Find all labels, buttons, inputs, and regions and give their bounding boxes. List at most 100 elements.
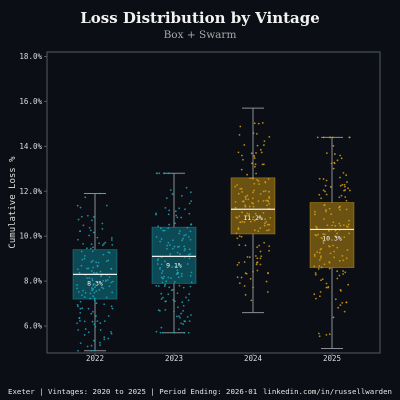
swarm-point <box>92 215 95 218</box>
swarm-point <box>325 193 328 196</box>
swarm-point <box>165 247 168 250</box>
swarm-point <box>246 173 249 176</box>
swarm-point <box>238 261 240 264</box>
swarm-point <box>334 298 337 301</box>
swarm-point <box>253 122 256 125</box>
swarm-point <box>188 257 191 260</box>
swarm-point <box>180 322 183 325</box>
swarm-point <box>341 183 344 186</box>
swarm-point <box>266 204 268 207</box>
swarm-point <box>92 310 94 313</box>
swarm-point <box>253 229 256 232</box>
swarm-point <box>183 234 186 237</box>
swarm-point <box>178 207 181 210</box>
swarm-point <box>254 212 257 215</box>
swarm-point <box>340 289 342 292</box>
swarm-point <box>238 235 241 237</box>
swarm-point <box>262 144 265 146</box>
swarm-point <box>178 284 181 287</box>
x-tick-label: 2022 <box>86 354 104 363</box>
y-tick-label: 16.0% <box>19 97 42 106</box>
median-label: 10.3% <box>322 234 342 242</box>
swarm-point <box>107 279 109 281</box>
swarm-point <box>189 238 192 241</box>
swarm-point <box>96 236 99 239</box>
swarm-point <box>257 216 260 219</box>
swarm-point <box>161 277 164 280</box>
swarm-point <box>333 153 336 155</box>
swarm-point <box>101 286 103 289</box>
swarm-point <box>84 328 87 330</box>
swarm-point <box>79 300 82 303</box>
swarm-point <box>262 199 265 202</box>
swarm-point <box>340 157 343 160</box>
swarm-point <box>167 241 170 244</box>
swarm-point <box>347 187 349 190</box>
swarm-point <box>187 331 190 334</box>
swarm-point <box>189 191 192 194</box>
swarm-point <box>174 300 176 303</box>
swarm-point <box>174 210 177 213</box>
swarm-point <box>332 244 334 247</box>
swarm-point <box>313 210 316 213</box>
swarm-point <box>159 267 162 269</box>
swarm-point <box>189 252 192 255</box>
swarm-point <box>329 136 331 139</box>
swarm-point <box>183 320 186 322</box>
swarm-point <box>110 305 113 308</box>
swarm-point <box>344 185 346 188</box>
median-label: 8.3% <box>87 279 103 287</box>
swarm-point <box>241 191 244 193</box>
swarm-point <box>318 265 321 267</box>
swarm-point <box>313 293 316 296</box>
swarm-point <box>77 290 80 293</box>
swarm-point <box>89 247 92 250</box>
swarm-point <box>110 237 113 239</box>
swarm-point <box>259 250 262 253</box>
x-tick-label: 2023 <box>165 354 183 363</box>
swarm-point <box>108 276 111 279</box>
swarm-point <box>342 171 345 174</box>
swarm-point <box>173 310 175 313</box>
swarm-point <box>95 261 98 264</box>
swarm-point <box>317 268 320 270</box>
swarm-point <box>253 157 256 159</box>
swarm-point <box>256 246 259 249</box>
swarm-point <box>81 307 84 310</box>
swarm-point <box>338 274 341 277</box>
swarm-point <box>159 240 162 243</box>
swarm-point <box>320 279 322 282</box>
swarm-point <box>243 285 246 287</box>
box-2024 <box>230 177 276 235</box>
swarm-point <box>95 302 98 305</box>
swarm-point <box>160 292 163 295</box>
swarm-point <box>167 276 170 279</box>
swarm-point <box>320 266 323 269</box>
swarm-point <box>169 244 171 247</box>
swarm-point <box>333 250 335 253</box>
swarm-point <box>257 122 260 125</box>
swarm-point <box>317 233 320 236</box>
swarm-point <box>268 195 271 198</box>
swarm-point <box>334 229 337 232</box>
swarm-point <box>89 229 92 232</box>
swarm-point <box>157 285 160 287</box>
swarm-point <box>244 293 247 296</box>
swarm-point <box>183 331 186 334</box>
swarm-point <box>101 222 104 225</box>
swarm-point <box>110 281 113 284</box>
swarm-point <box>89 292 92 295</box>
swarm-point <box>82 243 84 245</box>
swarm-point <box>267 271 269 274</box>
swarm-point <box>188 293 191 295</box>
swarm-point <box>169 189 172 191</box>
swarm-point <box>253 155 256 157</box>
swarm-point <box>339 176 341 179</box>
swarm-point <box>328 229 330 232</box>
swarm-point <box>77 349 79 352</box>
swarm-point <box>324 190 326 193</box>
swarm-point <box>107 315 110 317</box>
swarm-point <box>244 196 247 199</box>
swarm-point <box>348 232 350 235</box>
